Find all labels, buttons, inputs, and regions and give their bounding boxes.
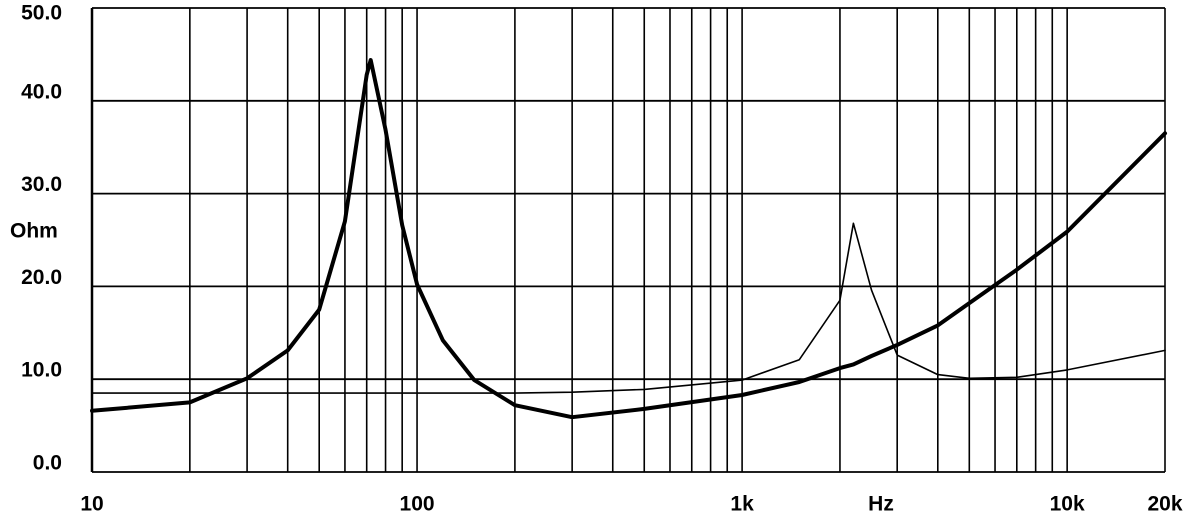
- line: [90, 58, 1167, 420]
- x-tick-label: 100: [400, 493, 435, 516]
- line: [91, 222, 1166, 394]
- x-tick-label: 10k: [1050, 493, 1085, 516]
- x-tick-label: 1k: [730, 493, 754, 516]
- y-tick-label: 50.0: [21, 2, 62, 25]
- y-tick-label: 20.0: [21, 266, 62, 289]
- y-tick-label: 10.0: [21, 359, 62, 382]
- y-tick-label: 40.0: [21, 80, 62, 103]
- y-tick-label: 0.0: [33, 452, 62, 475]
- x-tick-label: 10: [80, 493, 103, 516]
- y-axis-label: Ohm: [10, 220, 58, 243]
- y-tick-label: 30.0: [21, 173, 62, 196]
- x-tick-label: 20k: [1147, 493, 1182, 516]
- x-axis-label: Hz: [868, 493, 894, 516]
